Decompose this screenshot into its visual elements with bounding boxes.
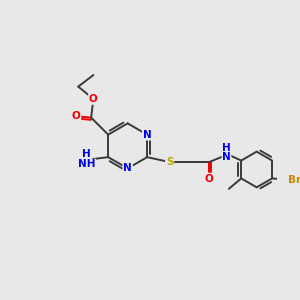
Text: H: H [82,149,91,159]
Text: Br: Br [287,175,300,185]
Text: NH: NH [78,159,95,169]
Text: N: N [123,164,132,173]
Text: N: N [143,130,152,140]
Text: H: H [222,143,231,153]
Text: O: O [72,111,80,121]
Text: O: O [89,94,98,104]
Text: S: S [166,157,173,167]
Text: N: N [222,152,231,162]
Text: O: O [205,173,214,184]
